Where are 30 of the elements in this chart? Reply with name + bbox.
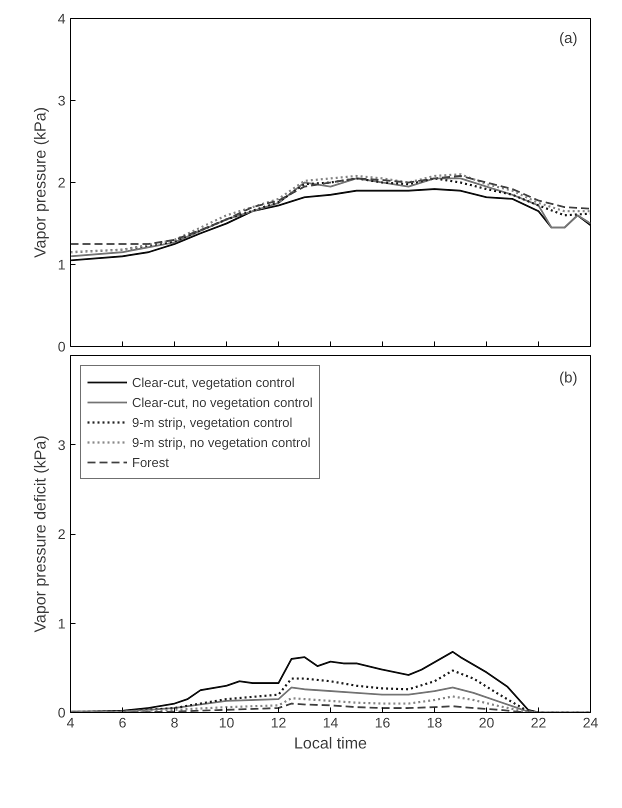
x-tick-label: 6 (118, 714, 127, 730)
y-tick-label: 3 (58, 92, 66, 108)
x-tick-label: 16 (374, 714, 390, 730)
y-tick-label: 0 (58, 338, 66, 354)
x-tick-label: 24 (582, 714, 598, 730)
x-tick-label: 8 (170, 714, 179, 730)
x-tick-label: 18 (426, 714, 442, 730)
y-tick-label: 0 (58, 704, 66, 720)
x-tick-label: 12 (270, 714, 286, 730)
legend-label: Clear-cut, vegetation control (132, 374, 295, 390)
y-tick-label: 2 (58, 174, 66, 190)
annotation: (b) (559, 370, 578, 387)
x-tick-label: 20 (478, 714, 494, 730)
x-tick-label: 14 (322, 714, 338, 730)
x-axis-title: Local time (294, 736, 368, 752)
y-tick-label: 2 (58, 526, 66, 542)
y-tick-label: 1 (58, 615, 66, 632)
legend-label: 9-m strip, vegetation control (132, 414, 292, 430)
y-axis-title: Vapor pressure deficit (kPa) (32, 435, 50, 633)
legend-label: Forest (132, 454, 169, 470)
y-axis-title: Vapor pressure (kPa) (32, 107, 50, 258)
annotation: (a) (559, 30, 578, 48)
line-series (70, 188, 590, 262)
y-tick-label: 3 (58, 436, 66, 453)
y-tick-label: 4 (58, 10, 66, 26)
x-tick-label: 10 (218, 714, 234, 730)
x-tick-label: 22 (530, 714, 546, 730)
legend-label: Clear-cut, no vegetation control (132, 394, 313, 410)
y-tick-label: 1 (58, 256, 66, 272)
legend-label: 9-m strip, no vegetation control (132, 434, 310, 450)
